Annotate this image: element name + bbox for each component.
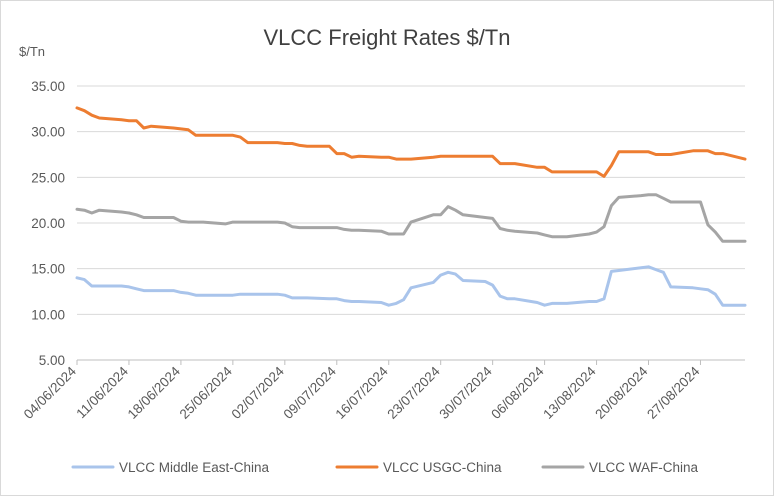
y-tick-label: 30.00 [31,125,65,140]
y-tick-label: 20.00 [31,216,65,231]
x-tick-label: 04/06/2024 [21,363,80,422]
x-tick-label: 09/07/2024 [281,363,340,422]
series-lines [75,106,747,307]
x-tick-label: 20/08/2024 [592,363,651,422]
y-tick-label: 5.00 [39,353,65,368]
x-tick-label: 02/07/2024 [229,363,288,422]
x-tick-label: 16/07/2024 [332,363,391,422]
x-tick-label: 06/08/2024 [488,363,547,422]
x-tick-label: 23/07/2024 [384,363,443,422]
y-tick-label: 15.00 [31,262,65,277]
chart-title: VLCC Freight Rates $/Tn [264,25,511,50]
legend: VLCC Middle East-China VLCC USGC-China VLC… [71,460,699,475]
series-line-3 [75,193,747,243]
y-axis-unit-label: $/Tn [19,44,45,59]
series-line-2 [75,106,747,178]
x-tick-label: 11/06/2024 [73,363,131,421]
y-tick-label: 10.00 [31,307,65,322]
y-tick-label: 35.00 [31,79,65,94]
x-tick-label: 18/06/2024 [125,363,184,422]
y-axis-ticks: 5.00 10.00 15.00 20.00 25.00 30.00 35.00 [31,79,65,368]
x-tick-label: 13/08/2024 [540,363,599,422]
legend-label: VLCC WAF-China [589,460,699,475]
x-tick-label: 25/06/2024 [177,363,236,422]
x-axis-ticks: 04/06/202411/06/202418/06/202425/06/2024… [21,360,703,422]
y-tick-label: 25.00 [31,170,65,185]
x-tick-label: 30/07/2024 [436,363,495,422]
x-tick-label: 27/08/2024 [644,363,703,422]
series-line-1 [75,265,747,307]
legend-label: VLCC USGC-China [383,460,502,475]
legend-label: VLCC Middle East-China [119,460,270,475]
